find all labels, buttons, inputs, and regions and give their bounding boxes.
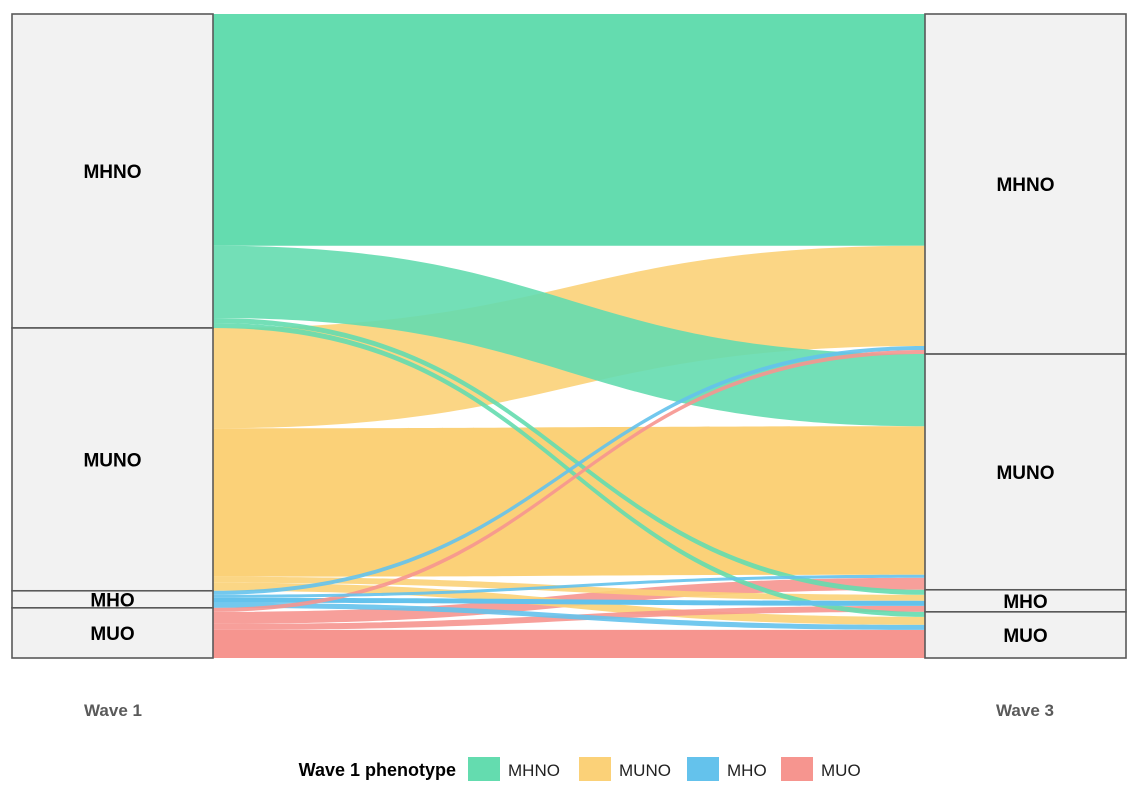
flows-layer — [213, 14, 925, 658]
flow-mho-to-muo — [213, 602, 925, 630]
legend-title: Wave 1 phenotype — [299, 760, 456, 780]
stratum-label-wave3-mho: MHO — [1003, 592, 1047, 613]
flow-mho-to-mho — [213, 597, 925, 606]
stratum-label-wave3-muno: MUNO — [996, 463, 1054, 484]
legend-label-muno: MUNO — [619, 761, 671, 780]
stratum-wave3-muo — [924, 611, 1127, 659]
legend-swatch-mho — [687, 757, 719, 781]
flow-muo-to-muo — [213, 629, 925, 658]
legend-items: MHNO MUNO MHO MUO — [468, 757, 861, 781]
stratum-label-wave1-muo: MUO — [90, 624, 134, 645]
legend-swatch-muno — [579, 757, 611, 781]
stratum-wave3-mhno — [924, 13, 1127, 355]
stratum-label-wave1-mho: MHO — [90, 590, 134, 611]
axis-label-wave-1: Wave 1 — [84, 701, 142, 720]
stratum-wave1-muno — [11, 327, 214, 592]
stratum-wave3-muno — [924, 353, 1127, 591]
flow-mho-to-muno — [213, 574, 925, 598]
stratum-label-wave1-muno: MUNO — [83, 450, 141, 471]
legend-swatch-muo — [781, 757, 813, 781]
flow-muno-to-muno — [213, 426, 925, 577]
flow-mhno-to-mho — [213, 317, 925, 595]
strata-layer: MHNO MUNO MHO MUO MHNO MUNO MHO MUO — [11, 13, 1127, 659]
flow-mho-to-mhno — [213, 346, 925, 595]
legend-swatch-mhno — [468, 757, 500, 781]
legend-label-mho: MHO — [727, 761, 767, 780]
legend: Wave 1 phenotype MHNO MUNO MHO MUO — [299, 757, 861, 781]
legend-label-muo: MUO — [821, 761, 861, 780]
legend-label-mhno: MHNO — [508, 761, 560, 780]
stratum-label-wave3-muo: MUO — [1003, 626, 1047, 647]
axis-label-wave-3: Wave 3 — [996, 701, 1054, 720]
stratum-label-wave3-mhno: MHNO — [996, 175, 1054, 196]
flow-muo-to-mhno — [213, 350, 925, 612]
stratum-label-wave1-mhno: MHNO — [83, 162, 141, 183]
stratum-wave1-muo — [11, 607, 214, 659]
flow-mhno-to-mhno — [213, 14, 925, 246]
